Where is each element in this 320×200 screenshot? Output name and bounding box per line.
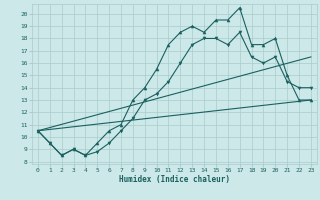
X-axis label: Humidex (Indice chaleur): Humidex (Indice chaleur) bbox=[119, 175, 230, 184]
